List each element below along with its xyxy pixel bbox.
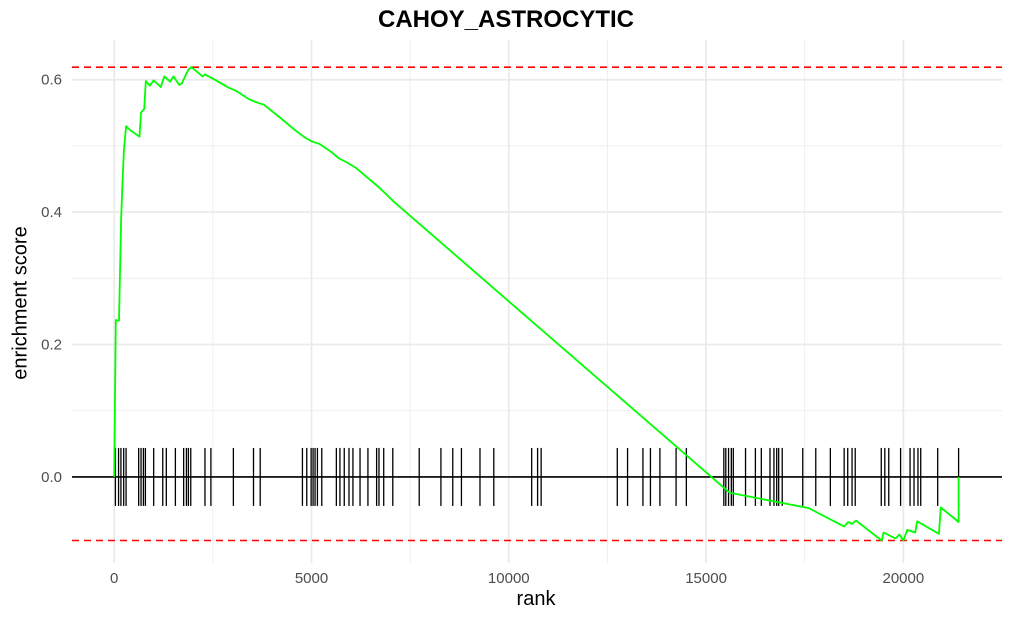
x-axis-title: rank xyxy=(516,588,556,610)
y-tick-label: 0.6 xyxy=(41,72,62,89)
gene-hit-ticks xyxy=(114,447,960,506)
enrichment-score-line xyxy=(113,66,960,542)
x-tick-label: 5000 xyxy=(295,570,328,587)
x-tick-label: 0 xyxy=(110,570,118,587)
x-tick-labels: 0 5000 10000 15000 20000 xyxy=(110,570,924,587)
x-tick-label: 15000 xyxy=(685,570,727,587)
y-tick-label: 0.0 xyxy=(41,469,62,486)
chart-title: CAHOY_ASTROCYTIC xyxy=(377,6,635,33)
y-axis-title: enrichment score xyxy=(9,226,32,380)
enrichment-curve-layer xyxy=(113,66,960,542)
y-tick-labels: 0.0 0.2 0.4 0.6 xyxy=(41,72,62,486)
y-tick-label: 0.4 xyxy=(41,204,62,221)
y-tick-label: 0.2 xyxy=(41,337,62,354)
x-tick-label: 20000 xyxy=(882,570,924,587)
x-tick-label: 10000 xyxy=(488,570,530,587)
